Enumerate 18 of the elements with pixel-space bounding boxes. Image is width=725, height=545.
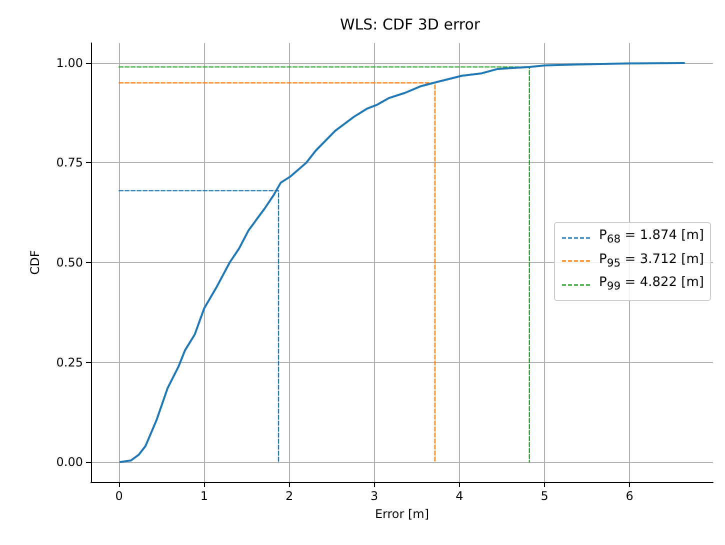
x-tick-label: 6 bbox=[626, 489, 634, 503]
x-tick-label: 0 bbox=[115, 489, 123, 503]
y-tick-label: 0.75 bbox=[56, 156, 83, 170]
x-tick-label: 2 bbox=[285, 489, 294, 503]
legend-label: P$_{68}$ = 1.874 [m] bbox=[599, 227, 704, 248]
y-tick-label: 0.00 bbox=[56, 455, 83, 470]
x-tick-label: 4 bbox=[456, 489, 464, 503]
chart-title: WLS: CDF 3D error bbox=[340, 16, 481, 34]
legend-label: P$_{99}$ = 4.822 [m] bbox=[599, 274, 704, 295]
x-tick-label: 3 bbox=[370, 489, 378, 503]
x-axis-title: Error [m] bbox=[374, 507, 430, 521]
x-tick-label: 1 bbox=[200, 489, 208, 503]
y-tick-label: 0.50 bbox=[56, 256, 83, 270]
y-tick-label: 1.00 bbox=[56, 56, 83, 70]
legend-label: P$_{95}$ = 3.712 [m] bbox=[599, 250, 704, 272]
y-tick-label: 0.25 bbox=[56, 355, 83, 370]
x-tick-label: 5 bbox=[540, 489, 548, 503]
y-axis-title: CDF bbox=[28, 250, 42, 275]
